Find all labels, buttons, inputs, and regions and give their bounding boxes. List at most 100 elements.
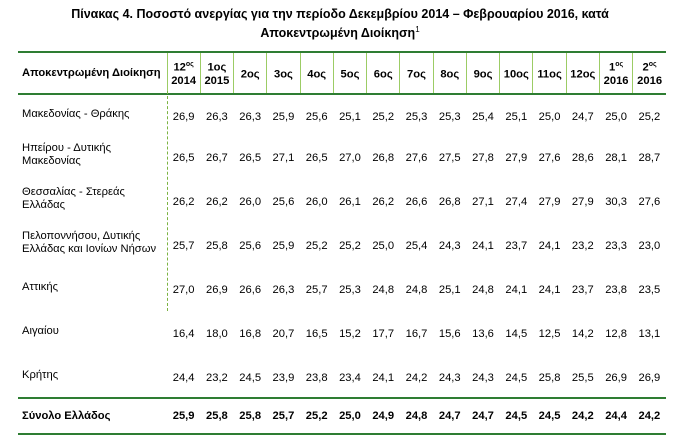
rate-cell: 27,9 bbox=[538, 196, 561, 208]
rate-cell: 24,8 bbox=[405, 284, 428, 296]
rate-cell: 26,9 bbox=[638, 372, 661, 384]
rate-cell: 23,8 bbox=[305, 372, 328, 384]
rate-cell: 26,5 bbox=[305, 152, 328, 164]
region-name-line: Πελοποννήσου, Δυτικής bbox=[22, 230, 141, 242]
total-rate-cell: 25,8 bbox=[200, 397, 234, 435]
rate-cell: 25,8 bbox=[538, 372, 561, 384]
rate-cell: 24,4 bbox=[172, 372, 195, 384]
total-rate-cell: 25,2 bbox=[300, 397, 334, 435]
table-title-line2: Αποκεντρωμένη Διοίκηση1 bbox=[20, 22, 660, 41]
rate-cell: 15,2 bbox=[339, 328, 361, 340]
table-title-line1: Πίνακας 4. Ποσοστό ανεργίας για την περί… bbox=[71, 7, 609, 21]
column-header-sup: ος bbox=[648, 61, 657, 69]
column-header-top: 9ος bbox=[473, 68, 493, 81]
total-label: Σύνολο Ελλάδος bbox=[18, 397, 167, 435]
rate-cell: 18,0 bbox=[206, 328, 228, 340]
total-rate-cell: 25,7 bbox=[266, 397, 301, 435]
rate-cell: 23,9 bbox=[272, 372, 295, 384]
total-rate-cell: 24,5 bbox=[499, 397, 533, 435]
column-header-top: 8ος bbox=[440, 68, 460, 81]
rate-cell: 25,2 bbox=[372, 111, 395, 123]
column-header: 1ος 2016 bbox=[598, 51, 633, 95]
rate-cell: 12,5 bbox=[538, 328, 561, 340]
rate-cell: 25,2 bbox=[339, 240, 361, 252]
rate-cell: 25,9 bbox=[272, 240, 295, 252]
rate-cell: 24,5 bbox=[239, 372, 262, 384]
rate-cell: 23,8 bbox=[605, 284, 627, 296]
column-header: 12ος 2014 bbox=[166, 51, 201, 95]
region-name: Μακεδονίας - Θράκης bbox=[18, 94, 167, 133]
rate-cell: 27,0 bbox=[172, 284, 195, 296]
column-header: 9ος bbox=[465, 51, 500, 95]
rate-cell: 24,1 bbox=[538, 284, 561, 296]
rate-cell: 13,6 bbox=[472, 328, 494, 340]
table-row: Αιγαίου 16,4 18,0 16,8 20,7 16,5 15,2 17,7 16,7 1… bbox=[18, 309, 666, 353]
rate-cell: 25,0 bbox=[372, 240, 395, 252]
rate-cell: 25,7 bbox=[305, 284, 328, 296]
rate-cell: 26,2 bbox=[372, 196, 395, 208]
column-header: 6ος bbox=[366, 51, 400, 95]
rate-cell: 23,4 bbox=[339, 372, 361, 384]
rate-cell: 26,1 bbox=[339, 196, 361, 208]
column-header-top: 1ος bbox=[207, 61, 227, 74]
rate-cell: 26,5 bbox=[172, 152, 195, 164]
column-divider bbox=[167, 91, 168, 311]
column-header-top: 12 bbox=[173, 61, 186, 74]
rate-cell: 16,4 bbox=[172, 328, 195, 340]
rate-cell: 26,0 bbox=[305, 196, 328, 208]
rate-cell: 26,7 bbox=[206, 152, 228, 164]
rate-cell: 25,0 bbox=[538, 111, 561, 123]
rate-cell: 27,8 bbox=[472, 152, 494, 164]
rate-cell: 27,1 bbox=[472, 196, 494, 208]
column-header-top: 2ος bbox=[240, 68, 260, 81]
unemployment-table: Αποκεντρωμένη Διοίκηση 12ος 2014 1ος 2015 2ο… bbox=[18, 51, 666, 435]
rate-cell: 25,6 bbox=[272, 196, 295, 208]
region-name: Ηπείρου - Δυτικής Μακεδονίας bbox=[18, 133, 167, 177]
region-name-line: Ηπείρου - Δυτικής bbox=[22, 142, 112, 154]
rate-cell: 25,6 bbox=[239, 240, 262, 252]
rate-cell: 23,5 bbox=[638, 284, 661, 296]
column-header: 7ος bbox=[399, 51, 434, 95]
column-header-year: 2014 bbox=[171, 74, 197, 87]
table-header-row: Αποκεντρωμένη Διοίκηση 12ος 2014 1ος 2015 2ο… bbox=[18, 51, 666, 95]
region-name-line: Αττικής bbox=[22, 280, 58, 293]
column-header: 12ος bbox=[565, 51, 600, 95]
rate-cell: 23,0 bbox=[638, 240, 661, 252]
column-header: 2ος 2016 bbox=[632, 51, 666, 95]
rate-cell: 24,3 bbox=[438, 240, 461, 252]
column-header: 4ος bbox=[299, 51, 334, 95]
column-header: 8ος bbox=[432, 51, 467, 95]
rate-cell: 26,9 bbox=[172, 111, 195, 123]
total-row: Σύνολο Ελλάδος 25,9 25,8 25,8 25,7 25,2 25,0 24… bbox=[18, 397, 666, 435]
rate-cell: 28,7 bbox=[638, 152, 661, 164]
rate-cell: 26,9 bbox=[206, 284, 228, 296]
rate-cell: 26,2 bbox=[172, 196, 195, 208]
rate-cell: 26,2 bbox=[206, 196, 228, 208]
rate-cell: 30,3 bbox=[605, 196, 627, 208]
rate-cell: 14,5 bbox=[505, 328, 528, 340]
region-name-line: Ελλάδας και Ιονίων Νήσων bbox=[22, 243, 157, 255]
total-rate-cell: 24,2 bbox=[632, 397, 666, 435]
rate-cell: 26,3 bbox=[239, 111, 262, 123]
rate-cell: 25,7 bbox=[172, 240, 195, 252]
column-header-top: 5ος bbox=[340, 68, 360, 81]
rate-cell: 25,2 bbox=[638, 111, 661, 123]
rate-cell: 25,1 bbox=[505, 111, 528, 123]
rate-cell: 28,6 bbox=[571, 152, 594, 164]
row-header-cell: Αποκεντρωμένη Διοίκηση bbox=[18, 51, 167, 95]
rate-cell: 13,1 bbox=[638, 328, 661, 340]
rate-cell: 24,3 bbox=[472, 372, 494, 384]
rate-cell: 26,9 bbox=[605, 372, 627, 384]
region-name: Πελοποννήσου, Δυτικής Ελλάδας και Ιονίων … bbox=[18, 221, 167, 265]
rate-cell: 23,2 bbox=[206, 372, 228, 384]
rate-cell: 25,1 bbox=[438, 284, 461, 296]
rate-cell: 27,6 bbox=[538, 152, 561, 164]
table-row: Μακεδονίας - Θράκης 26,9 26,3 26,3 25,9 25,6 2… bbox=[18, 94, 666, 133]
total-rate-cell: 24,5 bbox=[532, 397, 567, 435]
rate-cell: 25,1 bbox=[339, 111, 361, 123]
column-header-year: 2016 bbox=[637, 74, 663, 87]
total-rate-cell: 24,9 bbox=[366, 397, 400, 435]
rate-cell: 23,3 bbox=[605, 240, 627, 252]
rate-cell: 16,7 bbox=[405, 328, 428, 340]
column-header: 10ος bbox=[499, 51, 533, 95]
